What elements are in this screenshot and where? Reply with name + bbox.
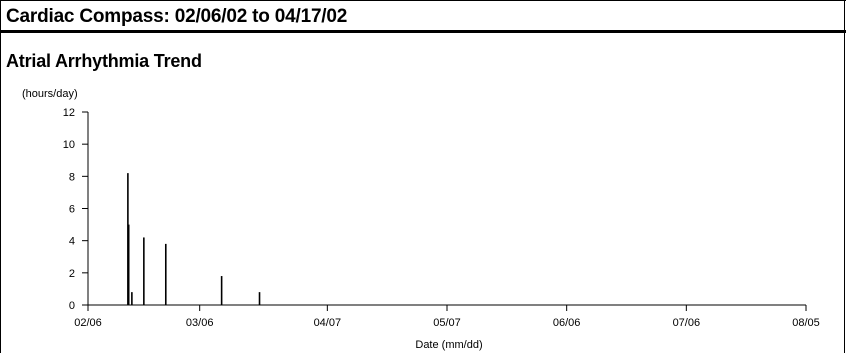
x-tick-label: 05/07 [433, 317, 461, 329]
chart-axes [84, 112, 806, 306]
y-axis-ticks: 0 2 4 6 8 10 12 [63, 107, 88, 312]
title-divider [0, 30, 846, 33]
x-tick-label: 04/07 [314, 317, 342, 329]
top-border [0, 0, 846, 1]
data-bars [127, 173, 261, 305]
y-tick-label: 10 [63, 139, 75, 151]
x-tick-label: 08/05 [792, 317, 820, 329]
y-tick-label: 4 [69, 236, 75, 248]
y-tick-label: 6 [69, 204, 75, 216]
chart-title: Atrial Arrhythmia Trend [6, 51, 202, 71]
y-units-label: (hours/day) [22, 88, 78, 100]
report-title: Cardiac Compass: 02/06/02 to 04/17/02 [6, 6, 348, 27]
x-tick-label: 07/06 [673, 317, 701, 329]
y-tick-label: 0 [69, 300, 75, 312]
x-tick-label: 03/06 [186, 317, 214, 329]
x-tick-label: 02/06 [74, 317, 102, 329]
y-tick-label: 2 [69, 268, 75, 280]
x-axis-ticks: 02/06 03/06 04/07 05/07 06/06 07/06 08/05 [74, 305, 820, 329]
x-tick-label: 06/06 [553, 317, 581, 329]
x-axis-label: Date (mm/dd) [415, 339, 482, 351]
y-tick-label: 12 [63, 107, 75, 119]
y-tick-label: 8 [69, 171, 75, 183]
